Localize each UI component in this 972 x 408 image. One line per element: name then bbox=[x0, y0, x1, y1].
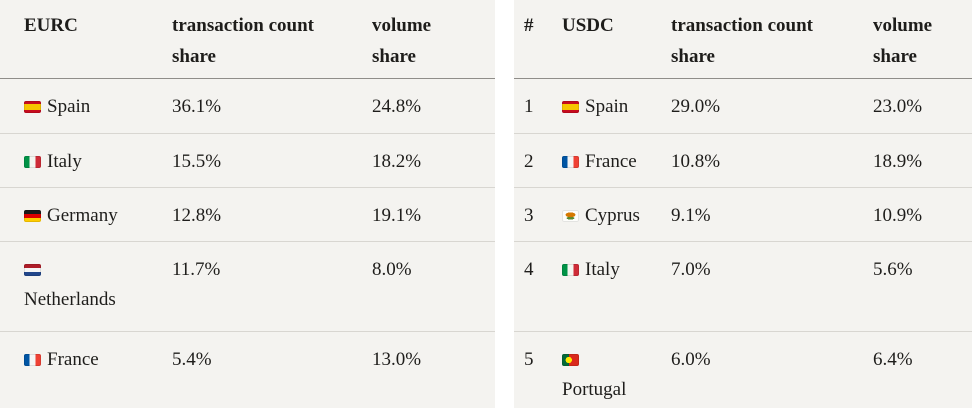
rank-column-header: # bbox=[514, 0, 562, 79]
rank-value: 1 bbox=[514, 78, 562, 134]
column-header-label: transaction count share bbox=[671, 15, 813, 67]
country-cell: Italy bbox=[0, 133, 172, 188]
country-label: Portugal bbox=[562, 378, 627, 400]
volume-share-value: 24.8% bbox=[372, 78, 495, 134]
country-label: France bbox=[585, 150, 637, 172]
country-cell: Italy bbox=[562, 241, 671, 332]
column-header-label: volume share bbox=[873, 15, 933, 67]
transaction-count-share-value: 10.8% bbox=[671, 133, 873, 188]
volume-share-value: 10.9% bbox=[873, 187, 972, 242]
transaction-count-share-column-header: transaction count share bbox=[172, 0, 372, 79]
table-row: Spain 36.1% 24.8% bbox=[0, 78, 495, 134]
eurc-header-row: EURC transaction count share volume shar… bbox=[0, 0, 495, 79]
country-label: France bbox=[47, 348, 99, 370]
netherlands-flag-icon bbox=[24, 263, 41, 276]
transaction-count-share-value: 36.1% bbox=[172, 78, 372, 134]
transaction-count-share-value: 6.0% bbox=[671, 348, 711, 370]
table-row: 3 Cyprus 9.1% 10.9% bbox=[514, 187, 972, 242]
country-label: Spain bbox=[585, 95, 629, 117]
country-cell: France bbox=[0, 331, 172, 408]
table-row: 5 Portugal 6.0% 6.4% bbox=[514, 331, 972, 408]
transaction-count-share-value: 7.0% bbox=[671, 241, 873, 332]
volume-share-column-header: volume share bbox=[372, 0, 495, 79]
country-cell: Germany bbox=[0, 187, 172, 242]
column-header-label: transaction count share bbox=[172, 15, 314, 67]
volume-share-value: 23.0% bbox=[873, 78, 972, 134]
germany-flag-icon bbox=[24, 209, 41, 222]
table-row: 1 Spain 29.0% 23.0% bbox=[514, 78, 972, 134]
transaction-count-share-column-header: transaction count share bbox=[671, 0, 873, 79]
volume-share-value: 6.4% bbox=[873, 348, 913, 370]
column-header-label: volume share bbox=[372, 15, 432, 67]
spain-flag-icon bbox=[562, 100, 579, 113]
table-row: France 5.4% 13.0% bbox=[0, 331, 495, 408]
country-label: Italy bbox=[585, 258, 620, 280]
italy-flag-icon bbox=[562, 263, 579, 276]
italy-flag-icon bbox=[24, 155, 41, 168]
table-row: Germany 12.8% 19.1% bbox=[0, 187, 495, 242]
country-cell: Cyprus bbox=[562, 187, 671, 242]
rank-value: 5 bbox=[524, 348, 534, 370]
country-cell: Spain bbox=[562, 78, 671, 134]
rank-value: 3 bbox=[514, 187, 562, 242]
country-label: Germany bbox=[47, 204, 118, 226]
table-row: Netherlands 11.7% 8.0% bbox=[0, 241, 495, 332]
transaction-count-share-value: 12.8% bbox=[172, 187, 372, 242]
volume-share-value: 19.1% bbox=[372, 187, 495, 242]
country-label: Netherlands bbox=[24, 288, 116, 310]
eurc-column-header: EURC bbox=[0, 0, 172, 79]
usdc-column-header: USDC bbox=[562, 0, 671, 79]
volume-share-value: 5.6% bbox=[873, 241, 972, 332]
rank-value: 2 bbox=[514, 133, 562, 188]
volume-share-value: 8.0% bbox=[372, 241, 495, 332]
country-label: Italy bbox=[47, 150, 82, 172]
transaction-count-share-value: 11.7% bbox=[172, 241, 372, 332]
spain-flag-icon bbox=[24, 100, 41, 113]
volume-share-value: 18.9% bbox=[873, 133, 972, 188]
transaction-count-share-value: 9.1% bbox=[671, 187, 873, 242]
transaction-count-share-value: 5.4% bbox=[172, 348, 212, 370]
country-cell: Portugal bbox=[562, 331, 671, 408]
cyprus-flag-icon bbox=[562, 209, 579, 222]
transaction-count-share-value: 15.5% bbox=[172, 133, 372, 188]
country-cell: France bbox=[562, 133, 671, 188]
usdc-table: # USDC transaction count share volume sh… bbox=[514, 0, 972, 408]
country-label: Cyprus bbox=[585, 204, 640, 226]
table-row: Italy 15.5% 18.2% bbox=[0, 133, 495, 188]
table-row: 4 Italy 7.0% 5.6% bbox=[514, 241, 972, 332]
volume-share-value: 13.0% bbox=[372, 348, 422, 370]
rank-value: 4 bbox=[514, 241, 562, 332]
table-row: 2 France 10.8% 18.9% bbox=[514, 133, 972, 188]
volume-share-value: 18.2% bbox=[372, 133, 495, 188]
country-cell: Netherlands bbox=[0, 241, 172, 332]
country-label: Spain bbox=[47, 95, 91, 117]
transaction-count-share-value: 29.0% bbox=[671, 78, 873, 134]
portugal-flag-icon bbox=[562, 353, 579, 366]
france-flag-icon bbox=[24, 353, 41, 366]
france-flag-icon bbox=[562, 155, 579, 168]
eurc-table: EURC transaction count share volume shar… bbox=[0, 0, 495, 408]
usdc-header-row: # USDC transaction count share volume sh… bbox=[514, 0, 972, 79]
volume-share-column-header: volume share bbox=[873, 0, 972, 79]
country-cell: Spain bbox=[0, 78, 172, 134]
